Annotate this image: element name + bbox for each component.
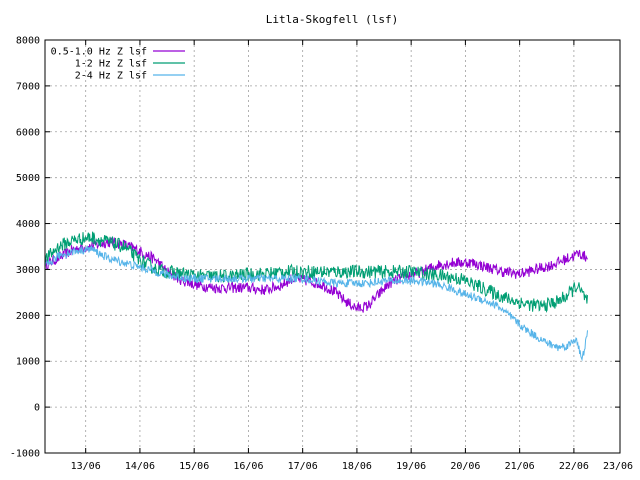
x-tick-label: 21/06 xyxy=(505,461,535,472)
series-layer xyxy=(44,231,588,362)
y-tick-label: 2000 xyxy=(16,311,40,322)
y-tick-label: 3000 xyxy=(16,265,40,276)
legend-label: 0.5-1.0 Hz Z lsf xyxy=(51,47,147,58)
y-axis: -1000 0 1000 2000 3000 4000 5000 6000 7000 8000 xyxy=(10,36,620,460)
x-tick-label: 23/06 xyxy=(603,461,633,472)
y-tick-label: 7000 xyxy=(16,81,40,92)
series-line-3 xyxy=(44,245,588,362)
y-tick-label: 5000 xyxy=(16,173,40,184)
x-tick-label: 22/06 xyxy=(559,461,589,472)
y-tick-label: 6000 xyxy=(16,127,40,138)
y-tick-label: 8000 xyxy=(16,36,40,47)
plot-frame xyxy=(44,39,621,454)
x-tick-label: 16/06 xyxy=(233,461,263,472)
legend-label: 1-2 Hz Z lsf xyxy=(75,59,147,70)
series-line-2 xyxy=(44,231,588,314)
x-tick-label: 17/06 xyxy=(288,461,318,472)
y-tick-label: -1000 xyxy=(10,449,40,460)
x-tick-label: 14/06 xyxy=(125,461,155,472)
x-axis: 13/06 14/06 15/06 16/06 17/06 18/06 19/06 20/06… xyxy=(71,40,633,472)
x-tick-label: 15/06 xyxy=(179,461,209,472)
chart-title: Litla-Skogfell (lsf) xyxy=(266,13,398,26)
x-tick-label: 19/06 xyxy=(396,461,426,472)
legend-label: 2-4 Hz Z lsf xyxy=(75,71,147,82)
series-line-1 xyxy=(44,237,588,313)
y-tick-label: 0 xyxy=(34,403,40,414)
x-tick-label: 13/06 xyxy=(71,461,101,472)
y-tick-label: 1000 xyxy=(16,357,40,368)
x-tick-label: 20/06 xyxy=(450,461,480,472)
y-tick-label: 4000 xyxy=(16,219,40,230)
x-tick-label: 18/06 xyxy=(342,461,372,472)
